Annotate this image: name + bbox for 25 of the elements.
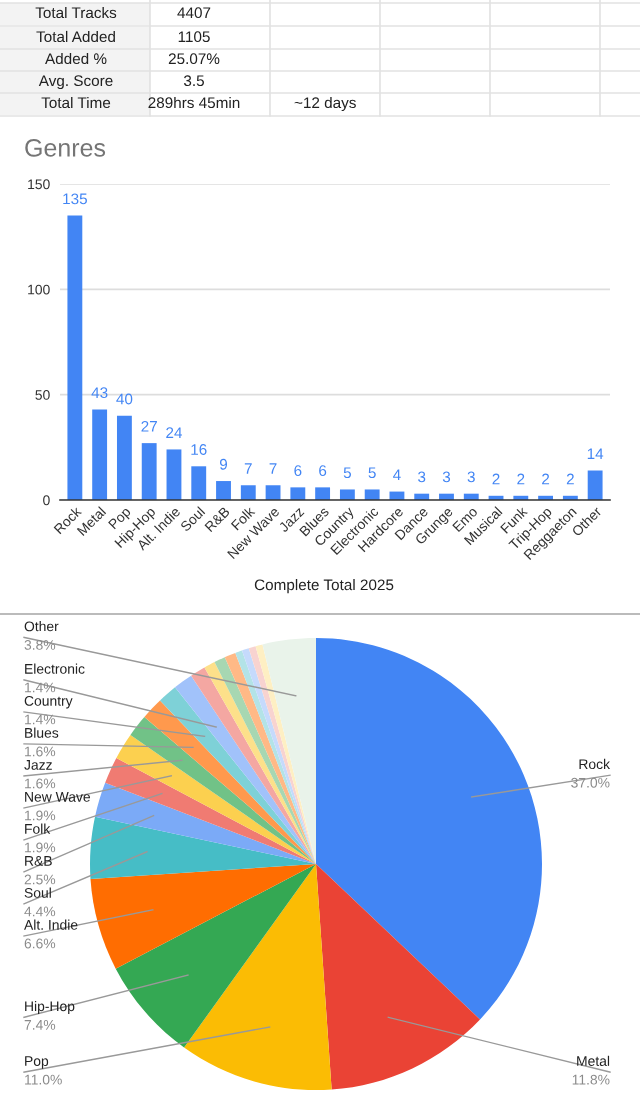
bar [166,449,182,500]
bar [587,470,603,500]
pie-slice [90,816,316,879]
pie-slice [90,864,316,969]
pie-slice [115,864,316,1048]
bar [191,466,207,500]
pie-slice [316,864,481,1090]
pie-slice [105,758,316,864]
bar [290,487,306,500]
bar [216,481,231,500]
pie-slice [130,716,316,864]
bar [364,489,380,500]
bar [339,489,355,500]
bar [92,409,108,500]
bar [141,443,157,500]
pie-slice [316,638,542,1020]
bar [116,415,132,500]
bar [240,485,256,500]
pie-slice [144,700,316,864]
pie-slice [116,734,316,864]
bar [315,487,331,500]
bar [67,215,83,500]
pie-slice [95,782,316,864]
chart-title: Genres [25,139,106,157]
pie-slice [184,864,332,1090]
